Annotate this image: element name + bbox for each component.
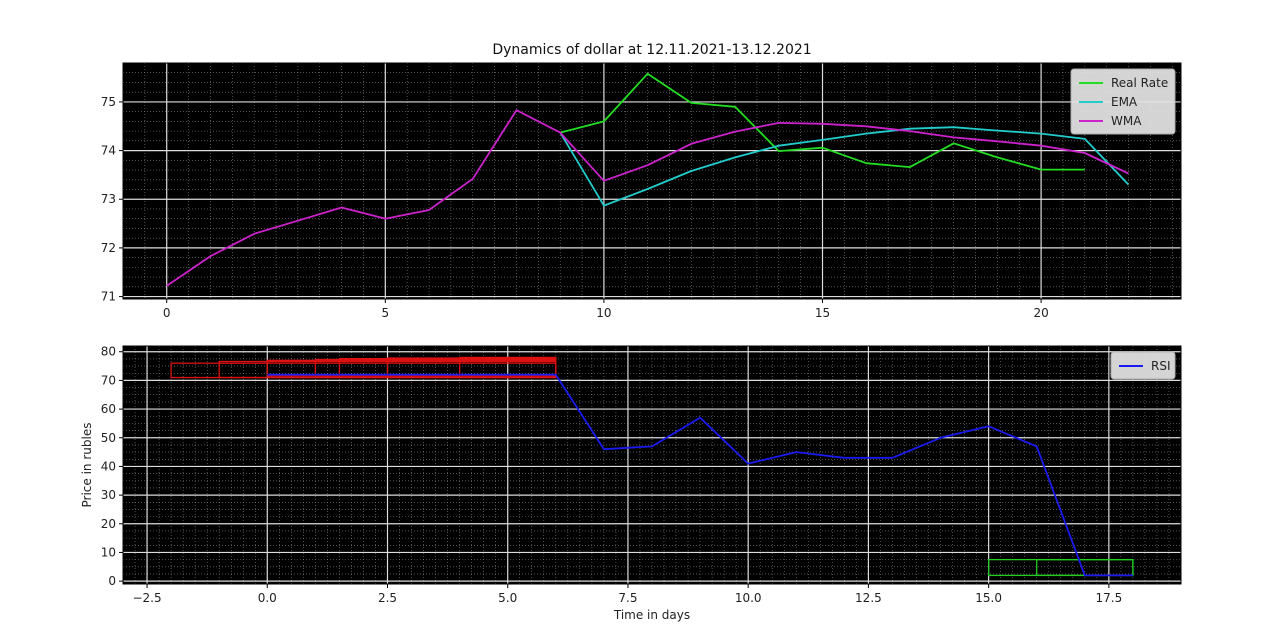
bottom-plot: −2.5 0.0 2.5 5.0 7.5 10.0 12.5 15.0 17.5 0 10 20 30 4…	[101, 345, 1182, 605]
series-line-ema	[559, 126, 1130, 207]
y-tick-label: 30	[101, 488, 116, 502]
y-tick-label: 50	[101, 431, 116, 445]
legend-label: WMA	[1111, 114, 1142, 128]
top-plot: 0 5 10 15 20 71 72 73 74 75 Real Rate EMA WMA	[101, 62, 1182, 320]
legend-label: RSI	[1151, 359, 1171, 373]
x-tick-label: 7.5	[618, 591, 637, 605]
y-tick-label: 73	[101, 192, 116, 206]
x-tick-label: 10	[596, 306, 611, 320]
series-line-rsi	[267, 373, 1133, 577]
x-tick-label: 20	[1033, 306, 1048, 320]
x-tick-label: 5.0	[498, 591, 517, 605]
x-tick-label: 15	[815, 306, 830, 320]
y-axis-label: Price in rubles	[80, 423, 94, 508]
x-tick-label: −2.5	[132, 591, 161, 605]
chart-title: Dynamics of dollar at 12.11.2021-13.12.2…	[492, 42, 811, 58]
x-tick-label: 12.5	[855, 591, 882, 605]
x-tick-label: 15.0	[975, 591, 1002, 605]
x-tick-label: 2.5	[378, 591, 397, 605]
y-tick-label: 70	[101, 373, 116, 387]
series-line-wma	[166, 109, 1129, 287]
y-tick-label: 72	[101, 241, 116, 255]
y-tick-label: 10	[101, 545, 116, 559]
y-tick-label: 80	[101, 345, 116, 359]
axes-frame	[122, 62, 1182, 300]
x-tick-label: 5	[381, 306, 389, 320]
plot-background	[123, 346, 1181, 584]
y-tick-label: 74	[101, 144, 116, 158]
x-tick-label: 17.5	[1096, 591, 1123, 605]
plot-background	[123, 63, 1181, 299]
x-tick-label: 0	[163, 306, 171, 320]
x-tick-label: 10.0	[735, 591, 762, 605]
legend-label: Real Rate	[1111, 76, 1168, 90]
axes-frame	[122, 345, 1182, 585]
y-tick-label: 75	[101, 95, 116, 109]
x-axis-label: Time in days	[613, 608, 690, 622]
y-tick-label: 0	[108, 574, 116, 588]
y-tick-label: 40	[101, 459, 116, 473]
x-tick-label: 0.0	[258, 591, 277, 605]
y-tick-label: 71	[101, 290, 116, 304]
legend-box	[1070, 68, 1176, 135]
y-tick-label: 60	[101, 402, 116, 416]
legend-label: EMA	[1111, 95, 1138, 109]
series-line-real-rate	[559, 72, 1085, 171]
y-tick-label: 20	[101, 517, 116, 531]
